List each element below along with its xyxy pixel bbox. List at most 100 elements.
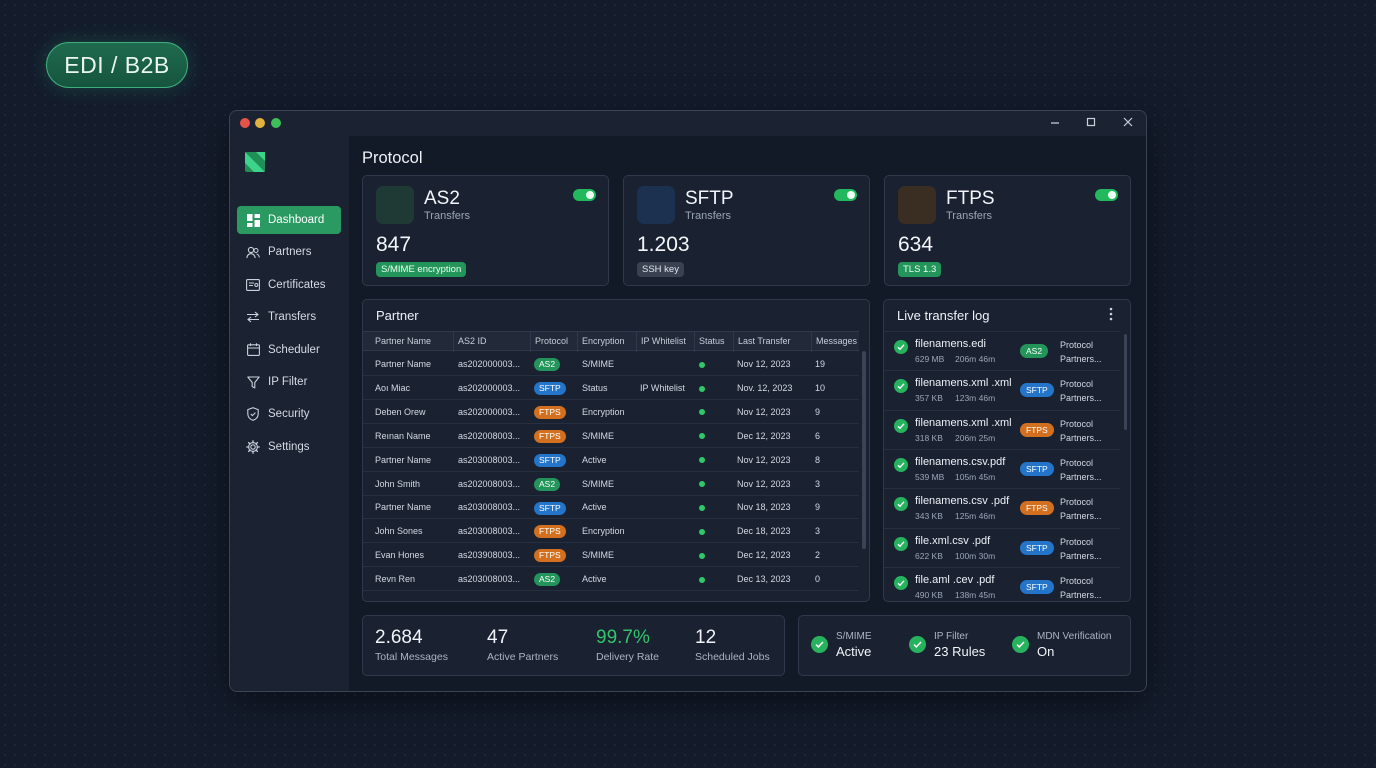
compliance-s-mime: S/MIME Active xyxy=(811,631,872,659)
table-scrollbar[interactable] xyxy=(862,351,866,549)
log-filename: file.aml .cev .pdf xyxy=(915,573,995,586)
encryption: Encryption xyxy=(582,406,625,417)
sidebar-item-label: Transfers xyxy=(268,311,317,324)
sidebar-item-transfers[interactable]: Transfers xyxy=(237,303,341,331)
sidebar-item-certificates[interactable]: Certificates xyxy=(237,271,341,299)
log-entry[interactable]: filenamens.edi 629 MB 206m 46m AS2 Protocol P… xyxy=(884,331,1120,370)
sidebar-item-settings[interactable]: Settings xyxy=(237,433,341,461)
log-entry[interactable]: filenamens.xml .xml 318 KB 206m 25m FTPS Pro… xyxy=(884,409,1120,449)
log-entry[interactable]: file.aml .cev .pdf 490 KB 138m 45m SFTP Prot… xyxy=(884,566,1120,606)
sidebar-item-label: Partners xyxy=(268,246,312,259)
minimize-traffic-light[interactable] xyxy=(255,118,265,128)
maximize-icon[interactable] xyxy=(1082,115,1100,131)
log-partner: Partners... xyxy=(1060,471,1102,482)
log-partner: Partners... xyxy=(1060,393,1102,404)
column-header-messages[interactable]: Messages xyxy=(811,332,859,352)
live-log-card: Live transfer log filenamens.edi 629 MB 20… xyxy=(883,299,1131,602)
log-filename: file.xml.csv .pdf xyxy=(915,534,991,547)
column-header-encryption[interactable]: Encryption xyxy=(577,332,636,352)
log-duration: 123m 46m xyxy=(955,393,996,404)
sidebar-item-ip-filter[interactable]: IP Filter xyxy=(237,368,341,396)
minimize-icon[interactable] xyxy=(1046,115,1064,131)
success-check-icon xyxy=(894,536,908,551)
shield-check-icon xyxy=(376,186,414,224)
zoom-traffic-light[interactable] xyxy=(271,118,281,128)
protocol-enable-toggle[interactable] xyxy=(1095,189,1118,201)
last-transfer: Nov 12, 2023 xyxy=(737,478,791,489)
compliance-ip-filter: IP Filter 23 Rules xyxy=(909,631,985,659)
log-filename: filenamens.xml .xml xyxy=(915,377,1012,390)
last-transfer: Dec 12, 2023 xyxy=(737,430,791,441)
log-entry[interactable]: file.xml.csv .pdf 622 KB 100m 30m SFTP Proto… xyxy=(884,527,1120,567)
column-header-partner-name[interactable]: Partner Name xyxy=(375,336,432,346)
check-circle-icon xyxy=(909,636,926,653)
compliance-value: On xyxy=(1037,644,1055,659)
stat-value: 99.7% xyxy=(596,627,650,648)
sidebar-item-scheduler[interactable]: Scheduler xyxy=(237,336,341,364)
close-icon[interactable] xyxy=(1119,115,1137,131)
log-entry[interactable]: filenamens.csv.pdf 539 MB 105m 45m SFTP Prot… xyxy=(884,448,1120,488)
table-row[interactable]: Partner Name as202000003... AS2 S/MIME Nov 1… xyxy=(363,352,859,376)
table-row[interactable]: John Smith as202008003... AS2 S/MIME Nov 12,… xyxy=(363,472,859,496)
dashboard-icon xyxy=(246,213,260,227)
partner-name: John Sones xyxy=(375,526,423,537)
protocol-count: 847 xyxy=(376,233,412,256)
log-partner: Partners... xyxy=(1060,550,1102,561)
close-traffic-light[interactable] xyxy=(240,118,250,128)
status-dot xyxy=(699,433,705,440)
as2-id: as203908003... xyxy=(458,550,521,561)
protocol-enable-toggle[interactable] xyxy=(834,189,857,201)
protocol-card-as2[interactable]: AS2 Transfers 847 S/MIME encryption xyxy=(362,175,609,286)
table-row[interactable]: Aoı Miac as202000003... SFTP Status IP White… xyxy=(363,376,859,400)
log-protocol-badge: FTPS xyxy=(1020,422,1054,437)
sidebar-item-partners[interactable]: Partners xyxy=(237,238,341,266)
partner-name: Reınan Name xyxy=(375,430,431,441)
protocol-badge: AS2 xyxy=(534,358,561,372)
log-duration: 105m 45m xyxy=(955,471,996,482)
log-size: 343 KB xyxy=(915,511,943,522)
protocol-security-tag: SSH key xyxy=(637,262,684,277)
stat-label: Active Partners xyxy=(487,651,559,663)
sidebar-item-label: Scheduler xyxy=(268,343,320,356)
log-label: Protocol xyxy=(1060,575,1094,586)
column-header-protocol[interactable]: Protocol xyxy=(530,332,577,352)
table-row[interactable]: Partner Name as203008003... SFTP Active Nov … xyxy=(363,495,859,520)
compliance-label: S/MIME xyxy=(836,631,872,642)
encryption: Status xyxy=(582,382,608,393)
column-header-ip-whitelist[interactable]: IP Whitelist xyxy=(636,332,694,352)
protocol-enable-toggle[interactable] xyxy=(573,189,596,201)
log-scrollbar[interactable] xyxy=(1124,334,1127,430)
partner-name: Deben Orew xyxy=(375,406,426,417)
log-entry[interactable]: filenamens.xml .xml 357 KB 123m 46m SFTP Pro… xyxy=(884,370,1120,409)
last-transfer: Nov 12, 2023 xyxy=(737,454,791,465)
table-row[interactable]: Partner Name as203008003... SFTP Active Nov … xyxy=(363,448,859,472)
ip-whitelist: IP Whitelist xyxy=(640,382,685,393)
log-entry[interactable]: filenamens.csv .pdf 343 KB 125m 46m FTPS Pro… xyxy=(884,488,1120,527)
protocol-card-sftp[interactable]: SFTP Transfers 1.203 SSH key xyxy=(623,175,870,286)
protocol-badge: FTPS xyxy=(534,405,566,419)
protocol-card-ftps[interactable]: FTPS Transfers 634 TLS 1.3 xyxy=(884,175,1131,286)
sidebar-item-dashboard[interactable]: Dashboard xyxy=(237,206,341,234)
protocol-badge: SFTP xyxy=(534,453,566,467)
messages-count: 10 xyxy=(815,382,826,393)
table-row[interactable]: Evan Hones as203908003... FTPS S/MIME Dec 12… xyxy=(363,543,859,568)
more-options-icon[interactable] xyxy=(1105,307,1117,323)
protocol-subtitle: Transfers xyxy=(424,210,471,222)
log-duration: 125m 46m xyxy=(955,511,996,522)
protocol-badge: SFTP xyxy=(534,501,566,515)
messages-count: 0 xyxy=(815,574,821,585)
column-header-status[interactable]: Status xyxy=(694,332,733,352)
table-row[interactable]: Revn Ren as203008003... AS2 Active Dec 13, 2… xyxy=(363,567,859,592)
status-dot xyxy=(699,457,705,464)
sidebar-item-security[interactable]: Security xyxy=(237,400,341,428)
last-transfer: Dec 12, 2023 xyxy=(737,550,791,561)
partner-name: Evan Hones xyxy=(375,550,425,561)
stat-delivery-rate: 99.7% Delivery Rate xyxy=(596,627,659,663)
partner-table-card: Partner Partner Name AS2 ID Protocol Encryp… xyxy=(362,299,870,602)
table-row[interactable]: Deben Orew as202000003... FTPS Encryption No… xyxy=(363,400,859,424)
table-row[interactable]: John Sones as203008003... FTPS Encryption De… xyxy=(363,519,859,544)
table-row[interactable]: Reınan Name as202008003... FTPS S/MIME Dec 1… xyxy=(363,424,859,448)
ip-whitelist xyxy=(640,495,694,519)
column-header-last-transfer[interactable]: Last Transfer xyxy=(733,332,811,352)
column-header-as2-id[interactable]: AS2 ID xyxy=(453,332,530,352)
